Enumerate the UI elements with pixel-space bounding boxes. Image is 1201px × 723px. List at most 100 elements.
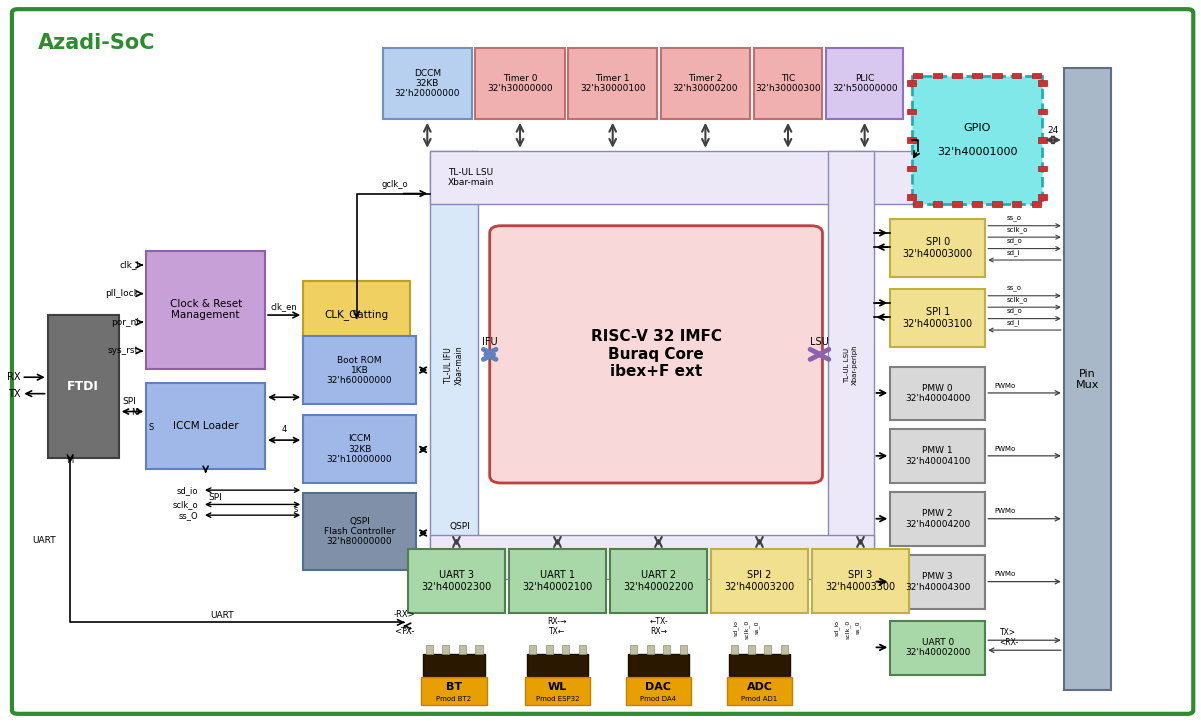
FancyBboxPatch shape (525, 677, 590, 704)
Text: gclk_o: gclk_o (381, 180, 408, 189)
Text: sd_o: sd_o (1006, 307, 1022, 315)
Text: Timer 2
32'h30000200: Timer 2 32'h30000200 (673, 74, 739, 93)
Text: sd_io: sd_io (833, 620, 839, 636)
FancyBboxPatch shape (890, 218, 985, 277)
Bar (459, 644, 466, 654)
FancyBboxPatch shape (727, 677, 793, 704)
Text: UART: UART (210, 611, 234, 620)
Bar (907, 137, 916, 143)
Text: SPI: SPI (123, 397, 137, 406)
Text: SPI 1
32'h40003100: SPI 1 32'h40003100 (903, 307, 973, 329)
Bar (907, 80, 916, 85)
FancyBboxPatch shape (812, 549, 909, 613)
Text: -RX>: -RX> (393, 609, 414, 619)
Bar (1011, 73, 1021, 79)
Bar (907, 108, 916, 114)
FancyBboxPatch shape (430, 150, 918, 205)
Text: ss_o: ss_o (1006, 215, 1022, 221)
Text: sclk_o: sclk_o (1006, 226, 1028, 233)
Bar (1038, 137, 1047, 143)
FancyBboxPatch shape (890, 367, 985, 420)
Text: TL-UL LSU
Xbar-main: TL-UL LSU Xbar-main (448, 168, 495, 187)
Text: TL-UL LSU
Xbar-periph: TL-UL LSU Xbar-periph (626, 547, 679, 567)
Text: pll_lock: pll_lock (106, 289, 139, 298)
Bar (933, 73, 942, 79)
FancyBboxPatch shape (610, 549, 707, 613)
Text: QSPI
Flash Controller
32'h80000000: QSPI Flash Controller 32'h80000000 (324, 517, 395, 547)
Text: UART 1
32'h40002100: UART 1 32'h40002100 (522, 570, 592, 591)
Bar (423, 654, 485, 676)
Text: sclk_o: sclk_o (1006, 296, 1028, 303)
Text: 4: 4 (281, 425, 287, 435)
FancyBboxPatch shape (509, 549, 607, 613)
Text: clk_en: clk_en (270, 301, 298, 311)
Text: Clock & Reset
Management: Clock & Reset Management (169, 299, 241, 320)
Text: Pin
Mux: Pin Mux (1076, 369, 1099, 390)
FancyBboxPatch shape (476, 48, 564, 119)
Text: s: s (294, 505, 298, 514)
FancyBboxPatch shape (711, 549, 808, 613)
FancyBboxPatch shape (407, 549, 506, 613)
FancyBboxPatch shape (890, 429, 985, 483)
Bar (731, 644, 739, 654)
Bar (781, 644, 788, 654)
FancyBboxPatch shape (147, 251, 265, 369)
Bar (973, 73, 981, 79)
Bar (907, 166, 916, 171)
Bar (526, 654, 588, 676)
Text: ADC: ADC (747, 682, 772, 692)
Text: Timer 0
32'h30000000: Timer 0 32'h30000000 (488, 74, 552, 93)
Bar (628, 654, 689, 676)
Text: ss_0: ss_0 (855, 620, 861, 633)
Text: 24: 24 (1047, 126, 1058, 135)
Text: <RX-: <RX- (999, 638, 1018, 647)
Text: IFU: IFU (482, 337, 497, 347)
Text: WL: WL (548, 682, 567, 692)
FancyBboxPatch shape (890, 555, 985, 609)
Bar (545, 644, 552, 654)
Text: SPI: SPI (208, 493, 222, 502)
FancyBboxPatch shape (661, 48, 749, 119)
Bar (680, 644, 687, 654)
Text: Azadi-SoC: Azadi-SoC (38, 33, 156, 54)
Bar (442, 644, 449, 654)
Text: <TX-: <TX- (394, 628, 414, 636)
Text: PWMo: PWMo (994, 571, 1016, 578)
Text: sclk_0: sclk_0 (844, 620, 850, 639)
Text: TX>: TX> (999, 628, 1016, 638)
Text: Boot ROM
1KB
32'h60000000: Boot ROM 1KB 32'h60000000 (327, 356, 393, 385)
Bar (1032, 73, 1041, 79)
FancyBboxPatch shape (12, 9, 1194, 714)
Text: RX: RX (7, 372, 20, 382)
Bar (1038, 108, 1047, 114)
FancyBboxPatch shape (490, 226, 823, 483)
Bar (907, 194, 916, 200)
Bar (528, 644, 536, 654)
Bar (646, 644, 653, 654)
Text: Timer 1
32'h30000100: Timer 1 32'h30000100 (580, 74, 645, 93)
Text: Pmod ESP32: Pmod ESP32 (536, 696, 579, 701)
FancyBboxPatch shape (147, 383, 265, 469)
Text: PMW 2
32'h40004200: PMW 2 32'h40004200 (906, 510, 970, 529)
Bar (764, 644, 771, 654)
Text: TX: TX (7, 389, 20, 398)
Text: sd_io: sd_io (177, 486, 198, 495)
Text: PWMo: PWMo (994, 382, 1016, 389)
FancyBboxPatch shape (48, 315, 119, 458)
Text: QSPI: QSPI (449, 522, 471, 531)
Bar (1038, 80, 1047, 85)
Text: RX-→
TX←: RX-→ TX← (548, 617, 567, 636)
Text: PWMo: PWMo (994, 508, 1016, 515)
Bar (1038, 194, 1047, 200)
Text: RISC-V 32 IMFC
Buraq Core
ibex+F ext: RISC-V 32 IMFC Buraq Core ibex+F ext (591, 330, 722, 380)
Text: Pmod AD1: Pmod AD1 (741, 696, 777, 701)
FancyBboxPatch shape (890, 621, 985, 675)
FancyBboxPatch shape (430, 535, 873, 579)
Text: CLK_Gatting: CLK_Gatting (324, 309, 389, 320)
Text: PMW 1
32'h40004100: PMW 1 32'h40004100 (906, 447, 970, 466)
Text: ICCM Loader: ICCM Loader (173, 421, 239, 431)
Bar (476, 644, 483, 654)
Text: s: s (402, 624, 406, 633)
FancyBboxPatch shape (303, 281, 410, 348)
Bar (663, 644, 670, 654)
